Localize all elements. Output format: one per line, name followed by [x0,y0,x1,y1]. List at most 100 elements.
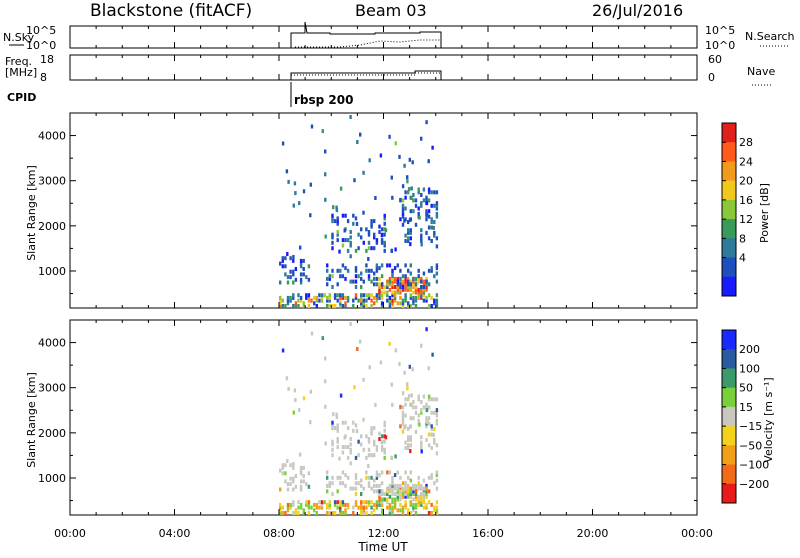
velocity-cell [305,500,308,505]
power-cell [433,220,436,224]
power-cell [318,293,321,298]
velocity-cell [299,479,303,484]
velocity-cell [422,478,426,483]
power-cell [430,268,433,273]
velocity-cell [425,327,428,332]
velocity-cell [313,502,316,507]
velocity-cell [284,471,287,476]
velocity-cell [362,500,365,505]
power-cell [354,285,358,289]
power-cell [353,178,356,183]
velocity-cell [331,439,334,444]
power-cell [373,219,376,224]
power-cell [320,298,324,303]
power-cell [391,195,394,200]
x-tick-label: 00:00 [54,527,86,540]
power-cell [435,293,439,298]
power-cell [289,295,292,300]
velocity-cell [362,417,365,422]
velocity-cell [305,482,308,487]
velocity-cell [431,352,434,357]
power-cell [305,295,308,300]
power-cell [307,298,311,303]
velocity-cell [315,502,318,507]
velocity-cell [336,426,339,431]
velocity-cell [320,500,324,505]
power-cell [404,282,407,287]
velocity-cell [420,500,423,505]
velocity-cell [352,420,355,425]
power-cell [378,224,381,229]
power-cell [433,203,436,208]
velocity-cell [401,391,405,396]
power-cell [292,258,295,263]
velocity-cell [407,475,410,480]
power-cell [324,172,327,177]
power-cell [321,129,324,134]
power-cell [388,263,392,268]
velocity-cell [297,505,300,510]
power-cell [380,295,384,300]
power-cell [420,287,423,292]
velocity-cell [411,367,414,372]
freq-unit-label: [MHz] [5,66,37,79]
power-cell [393,295,397,300]
freq-label: Freq. [5,55,32,68]
power-cell [422,271,426,276]
power-cell [380,301,384,306]
velocity-cell [409,443,412,448]
velocity-cell [362,486,365,491]
velocity-cell [420,502,423,507]
power-cell [349,254,352,259]
power-cell [391,268,394,273]
power-cell [422,279,426,284]
velocity-cell [339,511,342,515]
velocity-cell [323,500,326,505]
power-cell [297,304,300,308]
power-cell [407,301,410,306]
velocity-cell [292,476,295,481]
velocity-cell [414,429,418,434]
power-cell [281,141,285,146]
velocity-cell [412,416,415,421]
velocity-cell [401,511,405,515]
velocity-cell [367,483,371,488]
power-cell [339,186,343,191]
velocity-cell [404,483,407,488]
power-cell [354,279,358,284]
velocity-cell [357,439,360,444]
velocity-cell [407,489,410,494]
power-cell [284,272,287,277]
power-cell [320,295,324,300]
colorbar-swatch [722,330,736,350]
power-cell [401,287,405,292]
power-cell [433,190,436,195]
velocity-panel-frame [69,319,698,516]
velocity-cell [286,502,290,507]
velocity-cell [380,492,384,496]
power-cell [407,220,410,224]
velocity-cell [384,435,388,440]
velocity-cell [412,489,415,494]
velocity-cell [354,500,358,505]
velocity-cell [324,356,327,361]
power-cell [294,267,298,271]
x-tick-label: 20:00 [577,527,609,540]
power-cell [354,248,358,253]
power-cell [352,279,355,284]
velocity-cell [414,405,418,410]
power-cell [427,268,431,273]
velocity-cell [339,502,342,507]
power-cell [401,285,405,289]
velocity-cell [409,489,412,494]
power-cell [346,268,350,273]
velocity-cell [338,456,341,461]
power-cell [417,268,420,273]
power-cell [331,274,334,279]
velocity-cell [386,489,389,494]
velocity-cell [420,449,423,454]
beam-title: Beam 03 [355,1,427,20]
power-cell [422,287,426,292]
power-cell [302,267,305,271]
velocity-cell [401,486,405,491]
